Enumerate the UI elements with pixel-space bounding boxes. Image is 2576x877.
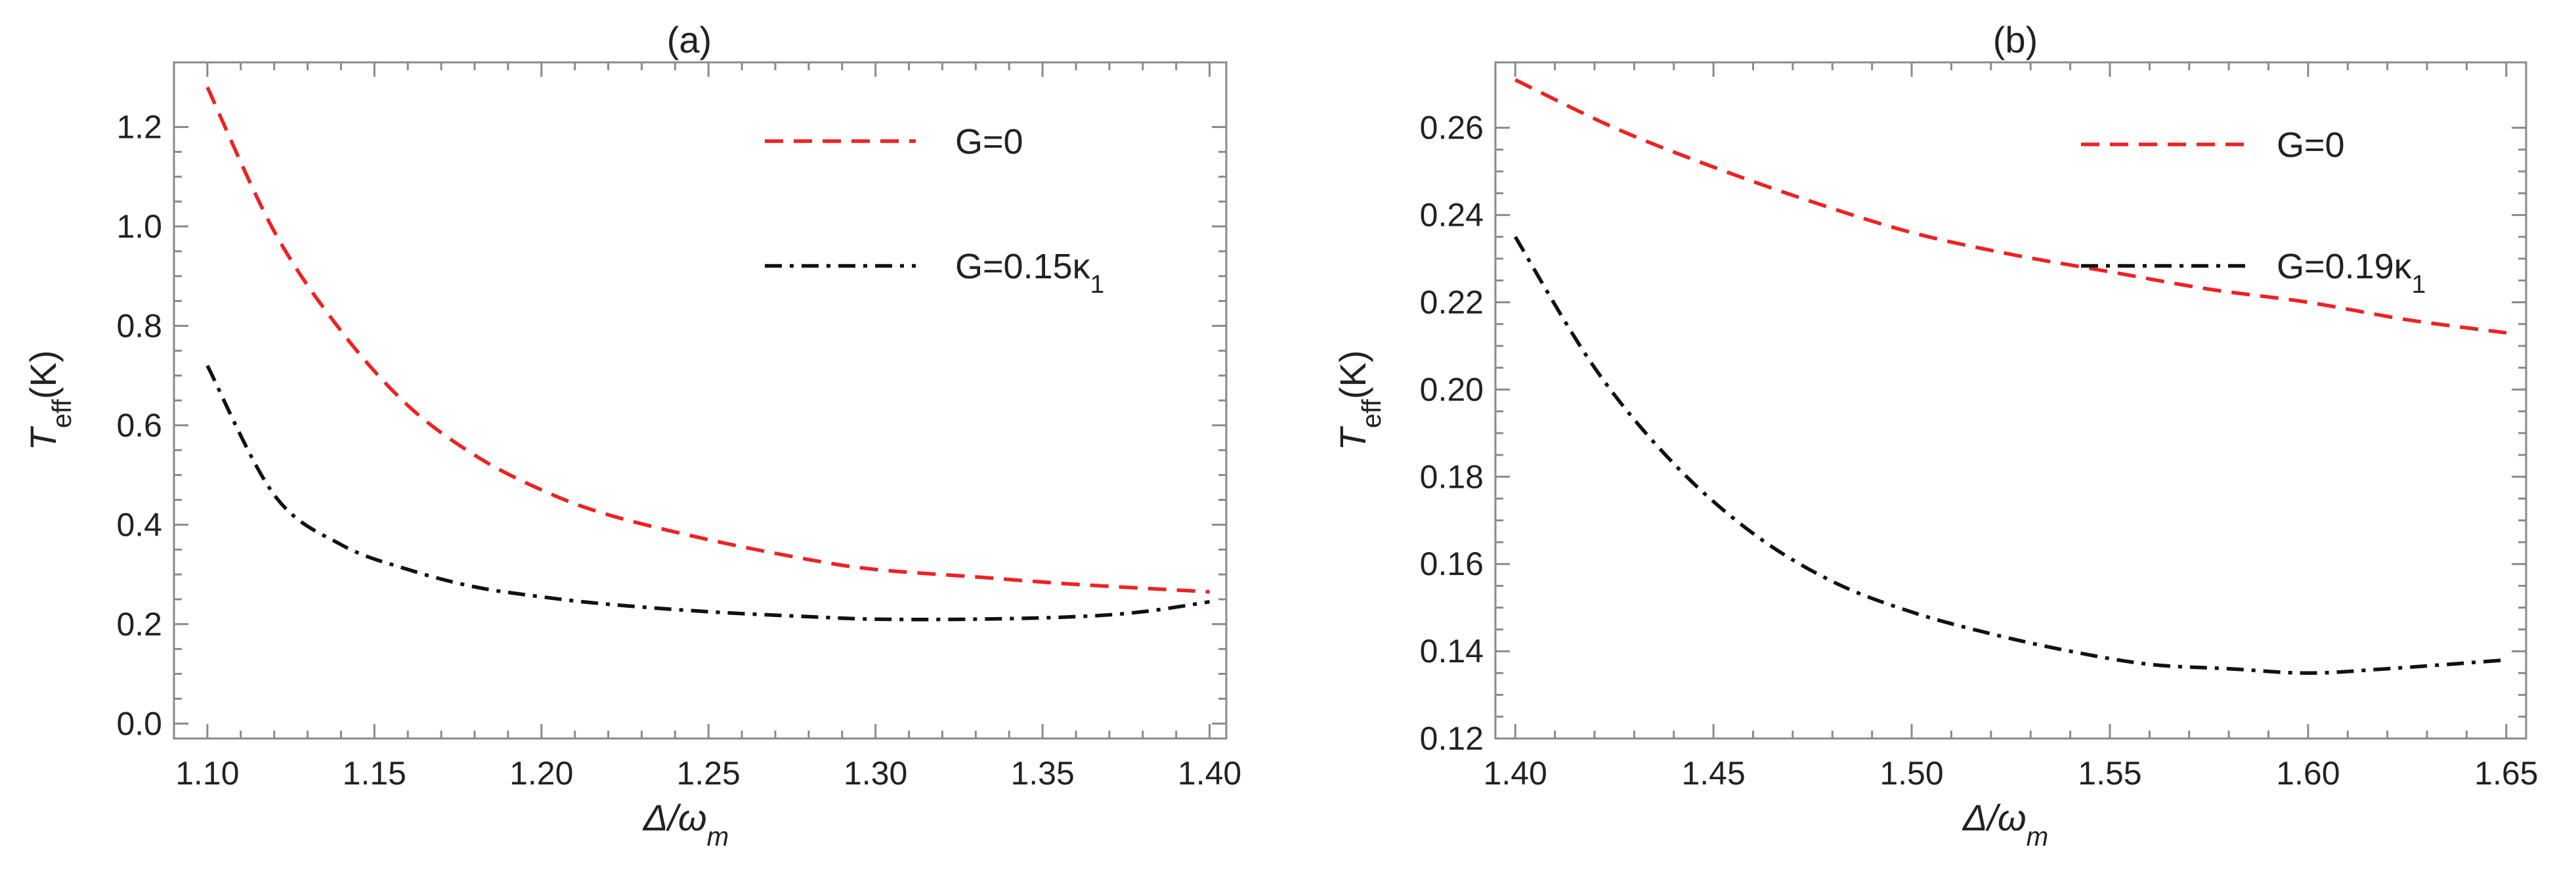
x-tick-label: 1.15 [343, 755, 406, 792]
x-tick-label: 1.65 [2474, 755, 2538, 792]
x-tick-label: 1.35 [1010, 755, 1074, 792]
legend-label-part: 1 [1090, 270, 1105, 299]
y-axis-label: Teff(K) [1332, 351, 1386, 451]
y-tick-label: 0.22 [1420, 284, 1484, 320]
y-axis-label-part: eff [1356, 398, 1386, 428]
legend-label: G=0.15κ1 [955, 247, 1104, 299]
y-tick-label: 0.16 [1420, 545, 1484, 582]
series-line-g-kappa [1513, 236, 2506, 675]
y-tick-label: 0.18 [1420, 458, 1484, 495]
x-tick-label: 1.40 [1178, 755, 1241, 792]
series-line-g0 [1514, 78, 2507, 335]
legend-label-part: 1 [2412, 270, 2426, 299]
x-tick-label: 1.25 [677, 755, 741, 792]
y-tick-label: 1.2 [116, 108, 162, 145]
y-axis-label: Teff(K) [22, 351, 77, 451]
legend-label: G=0 [2277, 125, 2345, 165]
x-tick-label: 1.20 [509, 755, 573, 792]
legend-label-part: G=0.15κ [955, 247, 1091, 286]
x-axis-label-part: m [707, 821, 729, 851]
series-line-g-kappa [205, 364, 1211, 622]
panel-b: 1.40 1.45 1.50 1.55 1.60 1.65 0.12 0.14 0.16 0.18… [1332, 19, 2538, 851]
y-axis-label-part: (K) [22, 351, 64, 400]
y-tick-label: 0.26 [1420, 110, 1484, 146]
y-tick-label: 0.0 [116, 705, 162, 742]
y-tick-label: 0.24 [1420, 197, 1484, 234]
x-tick-label: 1.55 [2078, 755, 2141, 792]
legend-label-part: G=0 [2277, 125, 2345, 165]
legend-label: G=0.19κ1 [2277, 247, 2426, 299]
x-axis-label-part: Δ/ω [642, 797, 707, 838]
x-tick-label: 1.10 [175, 755, 239, 792]
legend-label: G=0 [955, 122, 1023, 161]
y-tick-label: 0.6 [116, 407, 162, 444]
plot-frame [1494, 61, 2527, 740]
x-tick-label: 1.30 [844, 755, 907, 792]
y-tick-label: 0.4 [116, 506, 162, 543]
y-axis-label-part: T [22, 425, 64, 450]
y-tick-label: 1.0 [116, 208, 162, 245]
y-axis-label-part: T [1332, 425, 1373, 450]
y-tick-label: 0.2 [116, 606, 162, 643]
y-axis-label-part: eff [47, 398, 77, 428]
x-tick-label: 1.60 [2276, 755, 2340, 792]
legend-label-part: G=0.19κ [2277, 247, 2413, 286]
panel-a: 1.10 1.15 1.20 1.25 1.30 1.35 1.40 0.0 0.2 0.4 0.6… [22, 19, 1241, 851]
series-line-g0 [205, 86, 1210, 594]
y-tick-label: 0.14 [1420, 633, 1484, 670]
x-axis-label-part: Δ/ω [1962, 797, 2027, 838]
x-axis-label: Δ/ωm [642, 797, 729, 851]
x-tick-label: 1.45 [1681, 755, 1745, 792]
panel-title: (b) [1993, 19, 2038, 60]
y-tick-label: 0.12 [1420, 720, 1484, 757]
plot-frame [173, 61, 1228, 740]
y-axis-label-part: (K) [1332, 351, 1373, 400]
x-axis-label-part: m [2027, 821, 2049, 851]
x-axis-label: Δ/ωm [1962, 797, 2048, 851]
y-tick-label: 0.20 [1420, 371, 1484, 408]
x-tick-label: 1.50 [1879, 755, 1943, 792]
legend-label-part: G=0 [955, 122, 1023, 161]
y-tick-label: 0.8 [116, 307, 162, 344]
x-tick-label: 1.40 [1484, 755, 1547, 792]
panel-title: (a) [667, 19, 712, 60]
